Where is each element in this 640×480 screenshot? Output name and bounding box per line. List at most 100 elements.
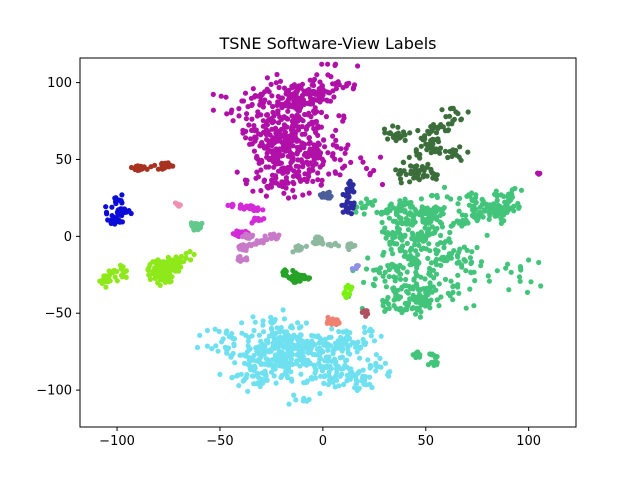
data-point (421, 238, 427, 244)
data-point (97, 278, 103, 284)
data-point (151, 269, 157, 275)
data-point (312, 241, 318, 247)
data-point (242, 177, 248, 183)
data-point (169, 259, 175, 265)
data-point (260, 318, 266, 324)
data-point (411, 276, 417, 282)
data-point (417, 314, 423, 320)
data-point (249, 220, 255, 226)
data-point (294, 170, 300, 176)
data-point (390, 218, 396, 224)
data-point (103, 284, 109, 290)
data-point (494, 268, 500, 274)
data-point (295, 320, 301, 326)
data-point (342, 202, 348, 208)
data-point (373, 360, 379, 366)
data-point (351, 340, 357, 346)
point-cluster (188, 220, 205, 233)
data-point (212, 326, 218, 332)
data-point (322, 144, 328, 150)
data-point (406, 300, 412, 306)
data-point (270, 148, 276, 154)
data-point (278, 374, 284, 380)
data-point (398, 215, 404, 221)
y-axis: −100 −50 0 50 100 (36, 76, 80, 399)
data-point (306, 135, 312, 141)
data-point (449, 251, 455, 257)
data-point (382, 269, 388, 275)
data-point (345, 142, 351, 148)
data-point (243, 135, 249, 141)
data-point (493, 203, 499, 209)
data-point (386, 274, 392, 280)
data-point (382, 360, 388, 366)
data-point (441, 184, 448, 190)
data-point (400, 159, 406, 165)
data-point (248, 95, 254, 101)
data-point (298, 157, 304, 163)
data-point (384, 208, 390, 214)
data-point (412, 238, 418, 244)
x-tick-label: −100 (99, 434, 135, 449)
data-point (268, 314, 274, 320)
data-point (281, 190, 287, 196)
data-point (405, 290, 411, 296)
data-point (318, 182, 324, 188)
data-point (128, 210, 134, 217)
y-tick-label: −50 (45, 307, 72, 322)
data-point (465, 149, 471, 155)
data-point (112, 274, 118, 280)
data-point (407, 179, 413, 185)
data-point (415, 231, 421, 237)
data-point (495, 211, 501, 217)
data-point (438, 124, 444, 130)
data-point (270, 103, 276, 110)
data-point (276, 135, 282, 141)
data-point (258, 188, 264, 194)
data-point (256, 351, 262, 357)
data-point (422, 276, 428, 282)
data-point (505, 261, 511, 267)
data-point (246, 334, 252, 340)
data-point (344, 343, 350, 349)
data-point (515, 200, 521, 207)
data-point (391, 274, 397, 280)
data-point (103, 204, 109, 210)
data-point (275, 335, 282, 341)
data-point (311, 333, 317, 339)
data-point (403, 216, 409, 222)
data-point (455, 254, 461, 260)
data-point (385, 232, 391, 238)
data-point (183, 251, 189, 257)
data-point (119, 274, 125, 280)
data-point (412, 206, 418, 212)
data-point (469, 259, 475, 265)
data-point (300, 192, 306, 198)
data-point (243, 235, 249, 241)
data-point (425, 161, 431, 167)
data-point (118, 206, 124, 212)
data-point (436, 303, 442, 309)
data-point (469, 249, 475, 255)
data-point (390, 235, 396, 241)
data-point (320, 349, 326, 355)
data-point (383, 306, 389, 312)
data-point (228, 354, 234, 360)
data-point (269, 126, 275, 132)
data-point (362, 341, 368, 348)
data-point (465, 109, 471, 115)
data-point (251, 205, 257, 211)
data-point (484, 232, 490, 238)
data-point (526, 257, 532, 263)
data-point (430, 230, 436, 236)
data-point (332, 156, 338, 162)
data-point (260, 118, 266, 124)
data-point (416, 177, 422, 183)
data-point (463, 268, 469, 274)
data-point (271, 319, 277, 325)
data-point (291, 98, 297, 104)
data-point (333, 170, 339, 176)
data-point (449, 121, 455, 127)
data-point (304, 176, 310, 182)
data-point (346, 80, 352, 86)
